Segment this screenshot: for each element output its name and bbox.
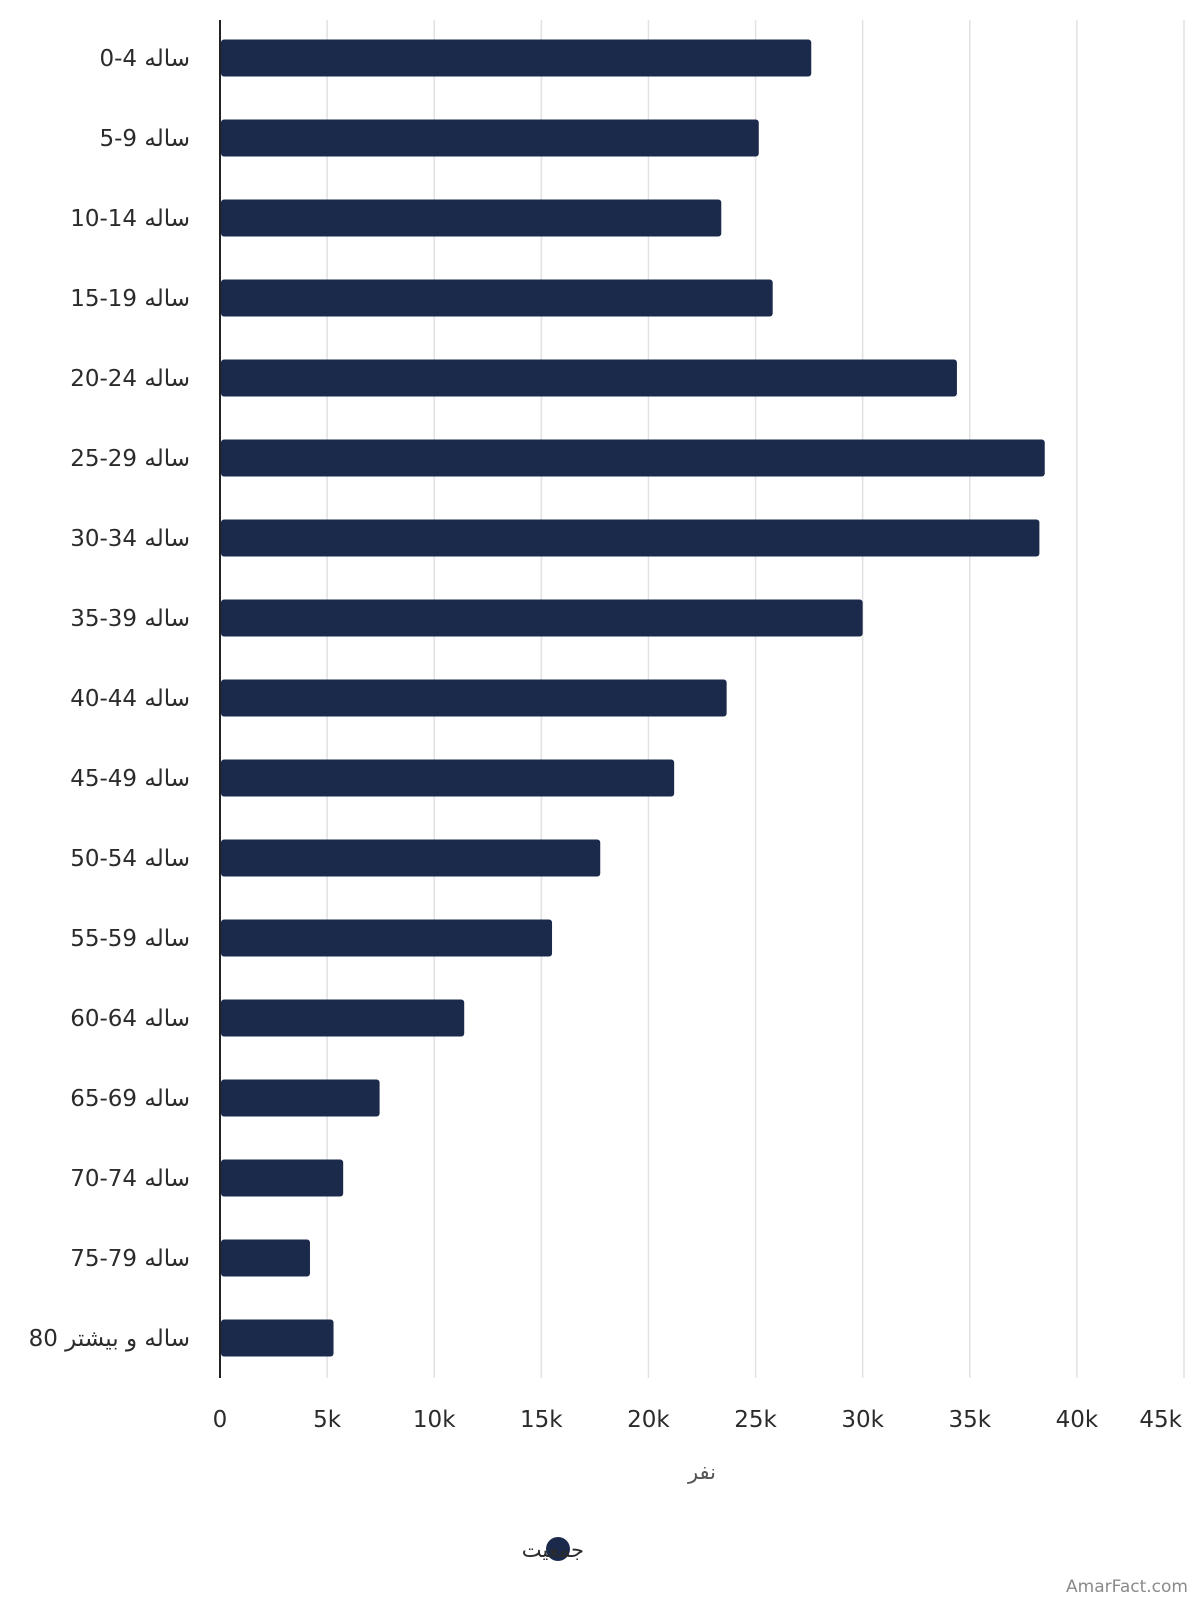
bar bbox=[221, 119, 759, 157]
category-label: 10-14 ساله bbox=[70, 206, 190, 232]
bar bbox=[221, 919, 553, 957]
bar bbox=[221, 1159, 344, 1197]
category-label: 60-64 ساله bbox=[70, 1006, 190, 1032]
x-tick-label: 15k bbox=[520, 1407, 563, 1433]
x-tick-label: 0 bbox=[213, 1407, 228, 1433]
legend-label: جمعیت bbox=[522, 1538, 584, 1562]
bar bbox=[221, 39, 812, 77]
bar bbox=[221, 439, 1045, 477]
category-label: 25-29 ساله bbox=[70, 446, 190, 472]
category-label: 0-4 ساله bbox=[99, 46, 190, 72]
bar bbox=[221, 1319, 334, 1357]
bar bbox=[221, 279, 773, 317]
x-tick-label: 30k bbox=[841, 1407, 884, 1433]
bars bbox=[221, 39, 1045, 1357]
category-label: 35-39 ساله bbox=[70, 606, 190, 632]
bar bbox=[221, 519, 1040, 557]
x-tick-label: 10k bbox=[413, 1407, 456, 1433]
x-tick-labels: 0 5k 10k 15k 20k 25k 30k 35k 40k 45k bbox=[213, 1407, 1183, 1433]
category-label: 70-74 ساله bbox=[70, 1166, 190, 1192]
legend-marker-icon bbox=[546, 1537, 570, 1561]
category-label: 80 ساله و بیشتر bbox=[29, 1326, 190, 1352]
category-labels: 0-4 ساله 5-9 ساله 10-14 ساله 15-19 ساله 20-2… bbox=[29, 46, 190, 1352]
category-label: 65-69 ساله bbox=[70, 1086, 190, 1112]
x-tick-label: 25k bbox=[734, 1407, 777, 1433]
x-tick-label: 5k bbox=[313, 1407, 342, 1433]
gridlines bbox=[326, 20, 1185, 1378]
category-label: 5-9 ساله bbox=[99, 126, 190, 152]
category-label: 40-44 ساله bbox=[70, 686, 190, 712]
category-label: 45-49 ساله bbox=[70, 766, 190, 792]
watermark: AmarFact.com bbox=[1066, 1577, 1188, 1597]
x-tick-label: 20k bbox=[627, 1407, 670, 1433]
category-label: 15-19 ساله bbox=[70, 286, 190, 312]
bar bbox=[221, 999, 465, 1037]
bar bbox=[221, 1079, 380, 1117]
bar bbox=[221, 1239, 310, 1277]
category-label: 20-24 ساله bbox=[70, 366, 190, 392]
x-tick-label: 35k bbox=[948, 1407, 991, 1433]
bar bbox=[221, 199, 722, 237]
x-tick-label: 45k bbox=[1139, 1407, 1182, 1433]
x-axis-title: نفر bbox=[687, 1460, 716, 1484]
bar bbox=[221, 599, 863, 637]
bar bbox=[221, 839, 601, 877]
category-label: 55-59 ساله bbox=[70, 926, 190, 952]
category-label: 30-34 ساله bbox=[70, 526, 190, 552]
bar bbox=[221, 359, 957, 397]
category-label: 50-54 ساله bbox=[70, 846, 190, 872]
legend: جمعیت bbox=[522, 1537, 584, 1562]
bar bbox=[221, 759, 675, 797]
x-tick-label: 40k bbox=[1056, 1407, 1099, 1433]
category-label: 75-79 ساله bbox=[70, 1246, 190, 1272]
bar bbox=[221, 679, 727, 717]
